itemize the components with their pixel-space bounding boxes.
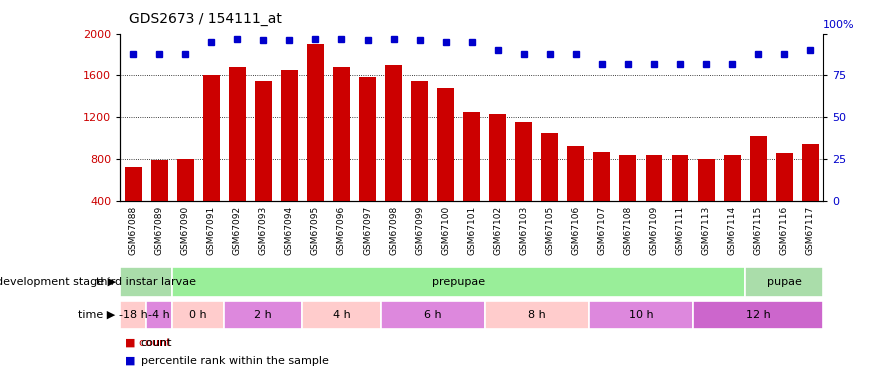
- Text: 2 h: 2 h: [255, 310, 272, 320]
- Bar: [645, 155, 662, 242]
- Text: 0 h: 0 h: [190, 310, 207, 320]
- Bar: [619, 155, 636, 242]
- Text: GSM67097: GSM67097: [363, 206, 372, 255]
- Text: 6 h: 6 h: [424, 310, 441, 320]
- Bar: [359, 76, 376, 242]
- Bar: [381, 301, 485, 329]
- Bar: [411, 81, 428, 242]
- Bar: [515, 122, 532, 242]
- Text: pupae: pupae: [767, 277, 802, 287]
- Bar: [173, 301, 224, 329]
- Text: GSM67116: GSM67116: [780, 206, 789, 255]
- Bar: [568, 146, 585, 242]
- Text: GSM67100: GSM67100: [441, 206, 450, 255]
- Bar: [802, 144, 819, 242]
- Bar: [333, 67, 350, 242]
- Text: GSM67108: GSM67108: [623, 206, 633, 255]
- Bar: [589, 301, 693, 329]
- Bar: [745, 267, 823, 297]
- Bar: [255, 81, 271, 242]
- Text: ■: ■: [125, 356, 135, 366]
- Text: GSM67114: GSM67114: [728, 206, 737, 255]
- Bar: [173, 267, 745, 297]
- Bar: [229, 67, 246, 242]
- Text: prepupae: prepupae: [433, 277, 485, 287]
- Text: GSM67111: GSM67111: [676, 206, 684, 255]
- Bar: [693, 301, 823, 329]
- Text: GSM67107: GSM67107: [597, 206, 606, 255]
- Text: GSM67099: GSM67099: [415, 206, 425, 255]
- Bar: [303, 301, 381, 329]
- Bar: [541, 133, 558, 242]
- Bar: [281, 70, 298, 242]
- Text: GSM67105: GSM67105: [546, 206, 554, 255]
- Bar: [120, 267, 173, 297]
- Text: GSM67089: GSM67089: [155, 206, 164, 255]
- Bar: [385, 65, 402, 242]
- Bar: [672, 155, 689, 242]
- Text: GSM67093: GSM67093: [259, 206, 268, 255]
- Text: percentile rank within the sample: percentile rank within the sample: [141, 356, 328, 366]
- Text: GDS2673 / 154111_at: GDS2673 / 154111_at: [129, 12, 282, 26]
- Text: -4 h: -4 h: [149, 310, 170, 320]
- Text: GSM67109: GSM67109: [650, 206, 659, 255]
- Bar: [594, 152, 611, 242]
- Bar: [698, 159, 715, 242]
- Bar: [749, 136, 766, 242]
- Bar: [203, 75, 220, 242]
- Bar: [724, 155, 740, 242]
- Text: -18 h: -18 h: [118, 310, 148, 320]
- Text: 12 h: 12 h: [746, 310, 771, 320]
- Text: 8 h: 8 h: [528, 310, 546, 320]
- Text: GSM67090: GSM67090: [181, 206, 190, 255]
- Text: GSM67096: GSM67096: [337, 206, 346, 255]
- Text: time ▶: time ▶: [78, 310, 116, 320]
- Bar: [485, 301, 589, 329]
- Text: GSM67088: GSM67088: [129, 206, 138, 255]
- Text: 4 h: 4 h: [333, 310, 351, 320]
- Text: count: count: [141, 338, 172, 348]
- Bar: [224, 301, 303, 329]
- Text: third instar larvae: third instar larvae: [96, 277, 196, 287]
- Text: GSM67091: GSM67091: [206, 206, 215, 255]
- Text: GSM67102: GSM67102: [493, 206, 502, 255]
- Text: GSM67106: GSM67106: [571, 206, 580, 255]
- Text: GSM67115: GSM67115: [754, 206, 763, 255]
- Bar: [146, 301, 173, 329]
- Bar: [437, 88, 454, 242]
- Bar: [125, 167, 142, 242]
- Text: GSM67113: GSM67113: [701, 206, 710, 255]
- Text: GSM67095: GSM67095: [311, 206, 320, 255]
- Text: GSM67098: GSM67098: [389, 206, 398, 255]
- Bar: [463, 112, 481, 242]
- Bar: [490, 114, 506, 242]
- Bar: [776, 153, 793, 242]
- Text: ■ count: ■ count: [125, 338, 170, 348]
- Text: GSM67103: GSM67103: [519, 206, 529, 255]
- Bar: [177, 159, 194, 242]
- Text: GSM67101: GSM67101: [467, 206, 476, 255]
- Text: GSM67092: GSM67092: [233, 206, 242, 255]
- Bar: [307, 44, 324, 242]
- Bar: [120, 301, 146, 329]
- Text: 100%: 100%: [823, 20, 855, 30]
- Text: 10 h: 10 h: [628, 310, 653, 320]
- Text: development stage ▶: development stage ▶: [0, 277, 116, 287]
- Bar: [150, 160, 167, 242]
- Text: GSM67094: GSM67094: [285, 206, 294, 255]
- Text: GSM67117: GSM67117: [805, 206, 814, 255]
